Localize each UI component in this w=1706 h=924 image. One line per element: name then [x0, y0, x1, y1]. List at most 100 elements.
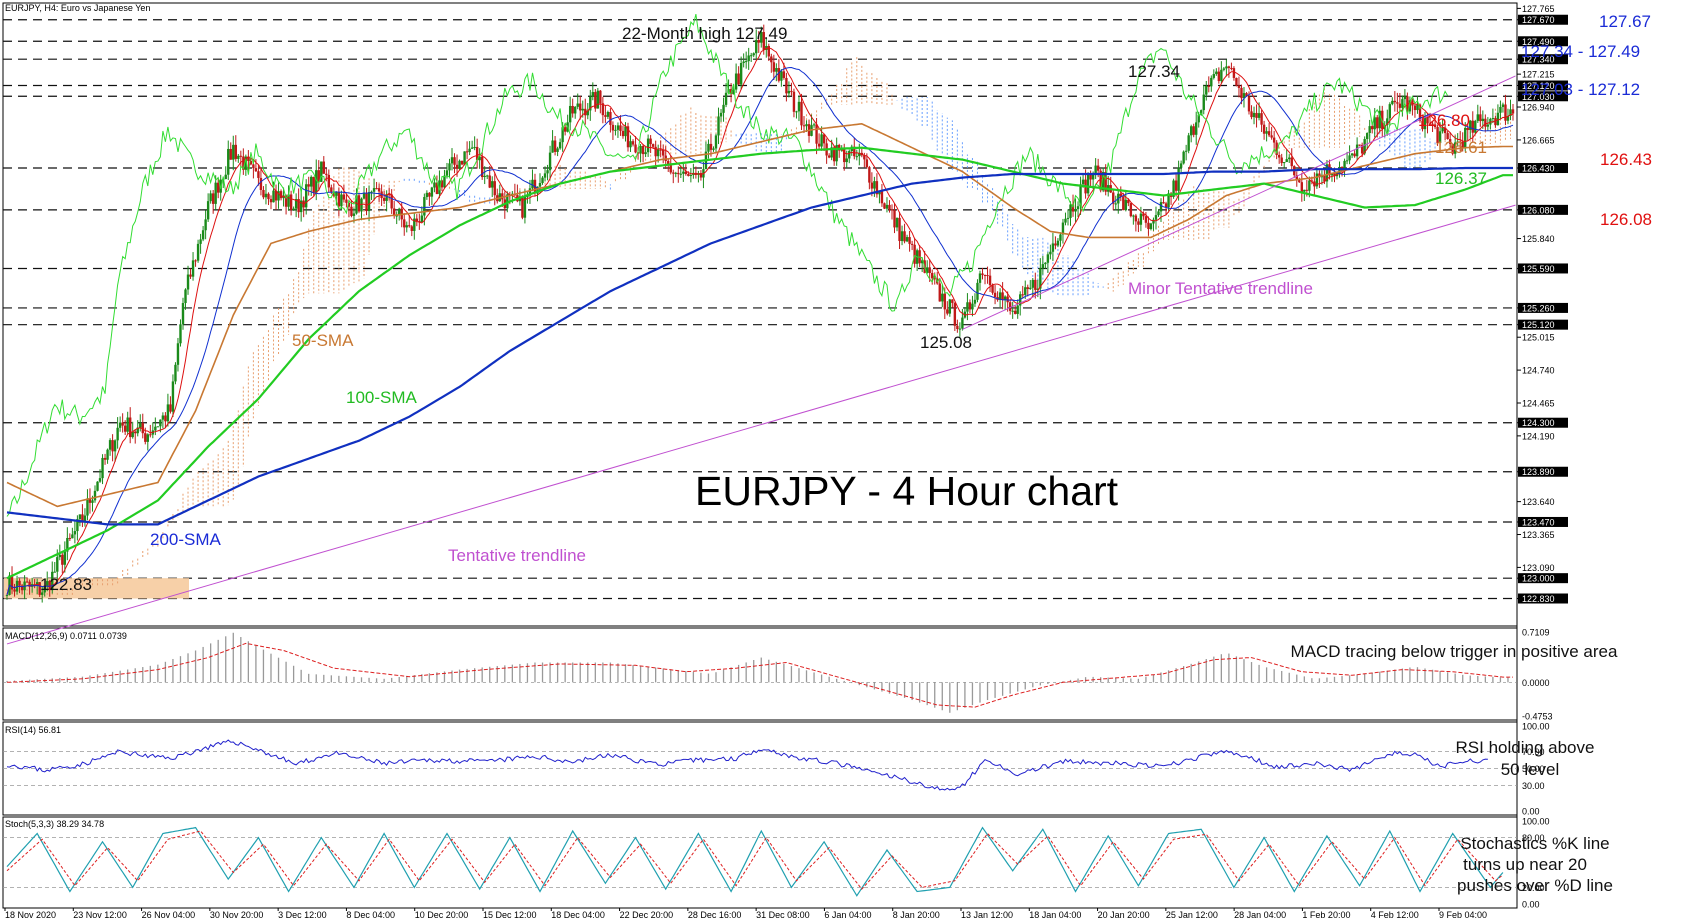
- candle-body: [775, 68, 778, 72]
- candle-body: [925, 267, 929, 273]
- candle-body: [890, 209, 894, 211]
- candle-body: [375, 188, 378, 190]
- candle-body: [247, 156, 250, 161]
- candle-body: [159, 419, 162, 427]
- candle-body: [1365, 133, 1369, 140]
- candle-body: [1134, 215, 1138, 222]
- stoch-d-line: [6, 830, 1504, 890]
- candle-body: [908, 237, 911, 244]
- candle-body: [978, 273, 982, 283]
- label-125-08: 125.08: [920, 333, 972, 352]
- candle-body: [458, 160, 461, 169]
- candle-body: [468, 148, 471, 153]
- candle-body: [1348, 155, 1351, 161]
- rsi-tick-label: 50.00: [1522, 764, 1545, 774]
- level-127-34-127-49: 127.34 - 127.49: [1521, 42, 1640, 61]
- candle-body: [941, 293, 944, 302]
- candle-body: [1461, 141, 1464, 149]
- candle-body: [1433, 124, 1437, 128]
- candle-body: [501, 193, 504, 200]
- candle-body: [292, 208, 295, 210]
- candle-body: [242, 156, 245, 170]
- candle-body: [835, 144, 838, 162]
- candle-body: [475, 146, 479, 161]
- candle-body: [299, 200, 303, 213]
- candle-body: [1167, 193, 1170, 208]
- candle-body: [131, 431, 134, 438]
- candle-body: [946, 309, 949, 314]
- candle-body: [1466, 127, 1469, 131]
- candle-body: [1091, 173, 1095, 180]
- time-tick-label: 20 Jan 20:00: [1098, 910, 1150, 919]
- candle-body: [480, 156, 484, 178]
- candle-body: [629, 141, 632, 148]
- candle-body: [1290, 157, 1293, 167]
- candle-body: [1189, 126, 1193, 136]
- time-tick-label: 22 Dec 20:00: [620, 910, 674, 919]
- candle-body: [259, 177, 263, 190]
- candle-body: [968, 302, 972, 310]
- time-tick-label: 4 Feb 12:00: [1371, 910, 1419, 919]
- level-126-80: 126.80: [1418, 111, 1470, 130]
- candle-body: [948, 299, 952, 314]
- candle-body: [174, 364, 177, 382]
- candle-body: [106, 449, 109, 460]
- candle-body: [111, 440, 114, 452]
- candle-body: [586, 110, 589, 116]
- candle-body: [546, 170, 549, 174]
- candle-body: [651, 144, 655, 147]
- price-tick-label: 126.430: [1522, 164, 1555, 174]
- candle-body: [1486, 124, 1490, 127]
- price-tick-label: 124.190: [1522, 431, 1555, 441]
- candle-body: [739, 63, 743, 85]
- candle-body: [196, 243, 200, 261]
- candle-body: [848, 151, 851, 159]
- candle-body: [724, 92, 728, 105]
- candle-body: [1345, 160, 1349, 162]
- candle-body: [134, 431, 137, 434]
- candle-body: [873, 181, 876, 189]
- candle-body: [382, 198, 386, 201]
- candle-body: [634, 144, 637, 153]
- candle-body: [191, 260, 195, 277]
- candle-body: [206, 201, 210, 220]
- candle-body: [352, 213, 356, 216]
- candle-body: [239, 155, 243, 157]
- candle-body: [898, 217, 901, 242]
- candle-body: [1295, 175, 1298, 180]
- candle-body: [843, 147, 846, 163]
- candle-body: [667, 160, 670, 166]
- candle-body: [802, 125, 806, 127]
- candle-body: [1363, 139, 1366, 154]
- candle-body: [1436, 127, 1439, 144]
- candle-body: [827, 155, 831, 158]
- candle-body: [123, 425, 127, 432]
- candle-body: [1443, 127, 1447, 134]
- candle-body: [289, 194, 293, 210]
- candle-body: [574, 106, 577, 114]
- candle-body: [760, 32, 763, 43]
- candle-body: [1506, 115, 1510, 121]
- candle-body: [229, 148, 232, 160]
- candle-body: [1129, 203, 1133, 217]
- candle-body: [1496, 112, 1500, 126]
- candle-body: [1476, 114, 1480, 121]
- candle-body: [1222, 68, 1226, 70]
- price-level-box: [1518, 80, 1568, 91]
- candle-body: [194, 260, 197, 262]
- candle-body: [1378, 110, 1381, 129]
- candle-body: [136, 427, 139, 434]
- candle-body: [1142, 213, 1145, 217]
- sma-100-line: [6, 146, 1513, 580]
- candle-body: [1277, 154, 1281, 158]
- candle-body: [674, 172, 677, 174]
- candle-body: [797, 101, 801, 112]
- candle-body: [360, 198, 363, 212]
- candle-body: [48, 581, 51, 591]
- candle-body: [951, 299, 954, 303]
- candle-body: [1112, 192, 1115, 204]
- candle-body: [1252, 112, 1256, 118]
- candle-body: [387, 194, 391, 196]
- candle-body: [1172, 180, 1175, 197]
- price-tick-label: 124.740: [1522, 366, 1555, 376]
